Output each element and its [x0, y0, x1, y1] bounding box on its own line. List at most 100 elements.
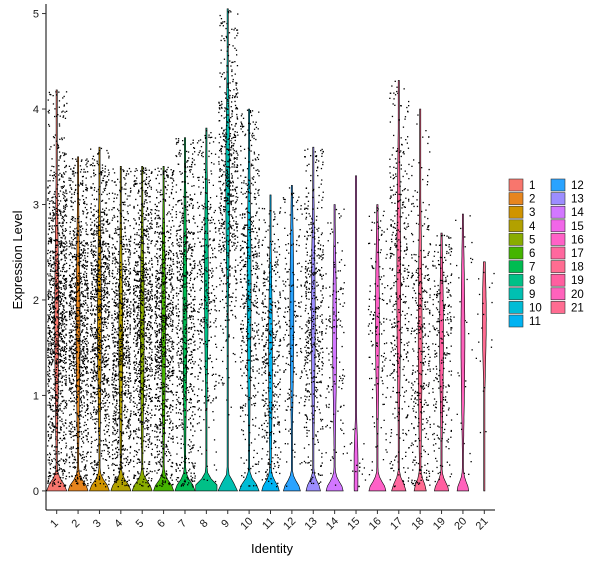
- data-point: [90, 186, 92, 188]
- data-point: [92, 265, 94, 267]
- data-point: [138, 307, 140, 309]
- data-point: [71, 374, 73, 376]
- data-point: [102, 358, 104, 360]
- data-point: [92, 348, 94, 350]
- data-point: [129, 397, 131, 400]
- data-point: [60, 292, 62, 294]
- data-point: [124, 269, 126, 271]
- data-point: [112, 333, 114, 335]
- data-point: [128, 367, 130, 370]
- data-point: [51, 302, 53, 304]
- data-point: [120, 456, 122, 458]
- data-point: [57, 264, 59, 266]
- data-point: [115, 294, 117, 296]
- data-point: [82, 315, 84, 317]
- data-point: [57, 232, 59, 234]
- data-point: [107, 243, 110, 245]
- data-point: [142, 291, 144, 294]
- data-point: [102, 382, 104, 384]
- data-point: [75, 184, 77, 186]
- data-point: [52, 410, 54, 412]
- data-point: [142, 298, 144, 300]
- data-point: [53, 297, 55, 299]
- data-point: [93, 234, 95, 236]
- data-point: [91, 402, 93, 404]
- data-point: [94, 439, 96, 441]
- data-point: [50, 241, 52, 243]
- data-point: [71, 423, 73, 426]
- data-point: [141, 299, 143, 302]
- data-point: [54, 446, 56, 448]
- data-point: [126, 484, 128, 486]
- data-point: [142, 353, 144, 355]
- data-point: [59, 352, 61, 354]
- data-point: [136, 232, 138, 234]
- data-point: [136, 325, 139, 327]
- data-point: [73, 191, 76, 193]
- data-point: [149, 341, 151, 344]
- data-point: [148, 321, 150, 323]
- data-point: [96, 388, 98, 390]
- data-point: [78, 338, 80, 340]
- data-point: [115, 421, 117, 423]
- data-point: [95, 296, 97, 298]
- data-point: [59, 157, 61, 159]
- data-point: [59, 372, 62, 374]
- data-point: [122, 462, 124, 464]
- data-point: [142, 351, 145, 353]
- data-point: [69, 274, 71, 276]
- data-point: [93, 368, 96, 370]
- data-point: [111, 314, 113, 316]
- data-point: [105, 440, 107, 442]
- data-point: [129, 273, 132, 275]
- data-point: [105, 245, 107, 247]
- data-point: [129, 401, 131, 403]
- data-point: [50, 291, 52, 293]
- data-point: [146, 434, 148, 436]
- data-point: [142, 344, 144, 346]
- data-point: [66, 198, 68, 200]
- data-point: [86, 367, 88, 369]
- data-point: [92, 356, 94, 359]
- data-point: [52, 219, 54, 221]
- data-point: [50, 269, 52, 271]
- data-point: [107, 377, 109, 379]
- data-point: [92, 309, 94, 312]
- data-point: [143, 281, 145, 283]
- data-point: [64, 192, 66, 194]
- data-point: [122, 316, 124, 318]
- data-point: [55, 398, 57, 400]
- data-point: [98, 152, 100, 154]
- data-point: [122, 344, 124, 347]
- data-point: [90, 250, 92, 252]
- data-point: [52, 342, 54, 344]
- data-point: [100, 302, 103, 305]
- data-point: [83, 483, 85, 486]
- data-point: [113, 419, 116, 421]
- data-point: [92, 360, 95, 362]
- data-point: [137, 411, 139, 414]
- data-point: [57, 374, 60, 377]
- data-point: [127, 327, 130, 329]
- data-point: [75, 318, 77, 320]
- data-point: [127, 220, 129, 222]
- data-point: [74, 467, 76, 469]
- data-point: [108, 384, 110, 386]
- data-point: [87, 378, 89, 380]
- data-point: [144, 190, 146, 192]
- data-point: [87, 407, 89, 409]
- data-point: [119, 394, 121, 396]
- data-point: [146, 214, 148, 216]
- data-point: [85, 368, 87, 370]
- data-point: [79, 254, 81, 257]
- data-point: [58, 267, 60, 269]
- data-point: [101, 167, 104, 169]
- data-point: [101, 232, 103, 234]
- data-point: [61, 389, 64, 392]
- data-point: [104, 357, 106, 359]
- data-point: [133, 309, 135, 311]
- data-point: [117, 303, 119, 305]
- data-point: [121, 228, 123, 230]
- data-point: [129, 360, 131, 363]
- data-point: [147, 428, 149, 431]
